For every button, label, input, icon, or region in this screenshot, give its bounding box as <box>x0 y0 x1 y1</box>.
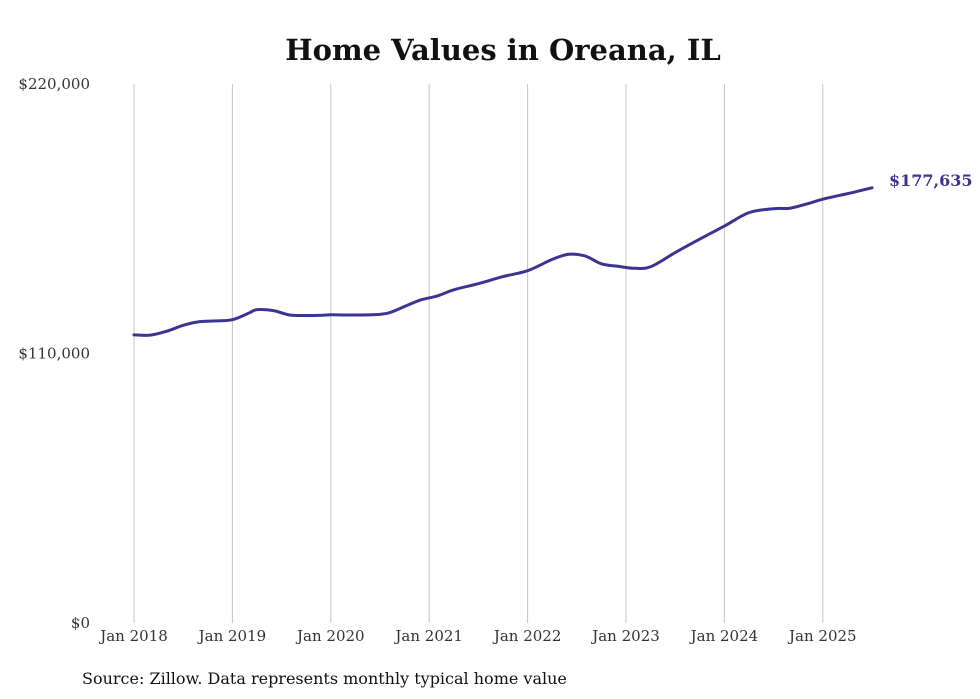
x-tick-label: Jan 2023 <box>590 627 660 645</box>
x-tick-label: Jan 2024 <box>689 627 759 645</box>
home-value-line <box>132 186 874 337</box>
x-tick-label: Jan 2025 <box>787 627 857 645</box>
y-tick-label: $0 <box>71 614 90 632</box>
source-note: Source: Zillow. Data represents monthly … <box>82 669 567 688</box>
x-tick-label: Jan 2022 <box>492 627 562 645</box>
x-axis-ticks: Jan 2018 Jan 2019 Jan 2020 Jan 2021 Jan 2022… <box>98 627 856 645</box>
x-tick-label: Jan 2020 <box>295 627 365 645</box>
latest-value-label: $177,635 <box>889 171 973 190</box>
x-tick-label: Jan 2019 <box>197 627 267 645</box>
y-tick-label: $220,000 <box>18 75 90 93</box>
x-tick-label: Jan 2018 <box>98 627 168 645</box>
grid-lines <box>133 84 824 623</box>
chart-title: Home Values in Oreana, IL <box>285 33 721 67</box>
y-tick-label: $110,000 <box>18 345 90 363</box>
y-axis-ticks: $0 $110,000 $220,000 <box>18 75 90 632</box>
x-tick-label: Jan 2021 <box>393 627 463 645</box>
